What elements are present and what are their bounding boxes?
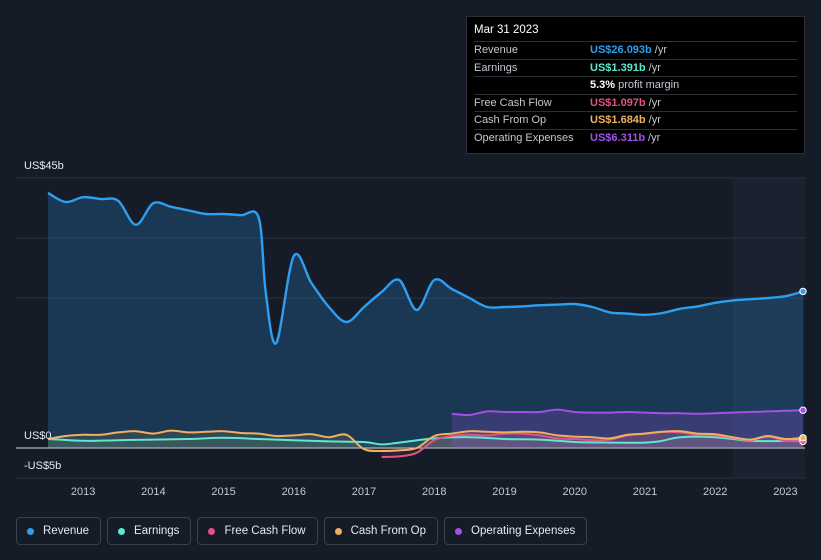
y-axis-top-label: US$45b [24, 160, 64, 172]
x-tick-label: 2014 [141, 486, 165, 498]
tooltip-label: Operating Expenses [474, 131, 574, 144]
legend-item-operating-expenses[interactable]: Operating Expenses [444, 517, 588, 545]
tooltip-unit: /yr [648, 96, 661, 109]
tooltip-value: US$1.097b [590, 96, 646, 109]
legend-item-cash-from-op[interactable]: Cash From Op [323, 517, 439, 545]
tooltip-label: Free Cash Flow [474, 96, 552, 109]
legend-dot-icon [208, 527, 216, 535]
tooltip-row-earnings: Earnings US$1.391b /yr [474, 60, 797, 77]
y-axis-zero-label: US$0 [24, 430, 52, 442]
chart-legend: Revenue Earnings Free Cash Flow Cash Fro… [16, 517, 588, 545]
endpoint-cash-from-op [799, 434, 807, 442]
x-axis-ticks: 2013 2014 2015 2016 2017 2018 2019 2020 2021 2022… [71, 486, 798, 498]
tooltip-value: US$1.684b [590, 114, 646, 127]
legend-item-earnings[interactable]: Earnings [107, 517, 192, 545]
y-axis-bottom-label: -US$5b [24, 460, 62, 472]
line-cash-from-op [47, 429, 804, 453]
series-areas [48, 193, 803, 457]
legend-label: Free Cash Flow [224, 525, 306, 537]
area-operating-expenses [451, 409, 803, 448]
tooltip-value: US$1.391b [590, 61, 646, 74]
line-revenue [47, 191, 804, 345]
grid-lines [16, 177, 805, 479]
x-tick-label: 2022 [703, 486, 727, 498]
tooltip-row-cash-from-op: Cash From Op US$1.684b /yr [474, 112, 797, 130]
area-cash-from-op [48, 430, 803, 452]
legend-dot-icon [27, 527, 34, 535]
legend-item-revenue[interactable]: Revenue [16, 517, 102, 545]
x-tick-label: 2023 [773, 486, 797, 498]
tooltip-label: Cash From Op [474, 114, 547, 127]
tooltip-value: 5.3% [590, 79, 616, 92]
tooltip-unit: /yr [648, 114, 661, 127]
series-endpoints [799, 287, 807, 446]
tooltip-unit: profit margin [618, 79, 680, 92]
legend-label: Earnings [134, 525, 180, 537]
tooltip-unit: /yr [648, 131, 661, 144]
legend-item-free-cash-flow[interactable]: Free Cash Flow [197, 517, 318, 545]
legend-label: Cash From Op [350, 525, 427, 537]
tooltip-row-revenue: Revenue US$26.093b /yr [474, 42, 797, 60]
tooltip-row-profit-margin: 5.3% profit margin [474, 77, 797, 95]
forecast-highlight [732, 178, 805, 478]
x-tick-label: 2017 [352, 486, 376, 498]
x-tick-label: 2021 [633, 486, 657, 498]
legend-label: Revenue [43, 525, 90, 537]
data-tooltip: Mar 31 2023 Revenue US$26.093b /yr Earni… [466, 16, 805, 154]
tooltip-unit: /yr [654, 44, 667, 57]
line-earnings [47, 435, 804, 446]
x-tick-label: 2015 [211, 486, 235, 498]
endpoint-operating-expenses [799, 406, 807, 414]
x-tick-label: 2018 [422, 486, 446, 498]
x-tick-label: 2020 [563, 486, 587, 498]
tooltip-value: US$26.093b [590, 44, 652, 57]
tooltip-row-free-cash-flow: Free Cash Flow US$1.097b /yr [474, 95, 797, 112]
x-tick-label: 2016 [282, 486, 306, 498]
area-revenue [48, 193, 803, 448]
tooltip-unit: /yr [648, 61, 661, 74]
x-tick-label: 2019 [492, 486, 516, 498]
legend-dot-icon [455, 527, 463, 535]
legend-dot-icon [118, 527, 126, 535]
tooltip-label: Earnings [474, 61, 518, 74]
x-tick-label: 2013 [71, 486, 95, 498]
series-lines [47, 191, 804, 458]
tooltip-label: Revenue [474, 44, 519, 57]
tooltip-value: US$6.311b [590, 131, 646, 144]
legend-label: Operating Expenses [471, 525, 576, 537]
tooltip-date: Mar 31 2023 [474, 24, 797, 42]
tooltip-row-operating-expenses: Operating Expenses US$6.311b /yr [474, 130, 797, 147]
financial-chart: 2013 2014 2015 2016 2017 2018 2019 2020 2021 2022… [16, 177, 807, 498]
legend-dot-icon [334, 527, 342, 535]
line-operating-expenses [451, 408, 804, 417]
endpoint-revenue [799, 287, 807, 296]
